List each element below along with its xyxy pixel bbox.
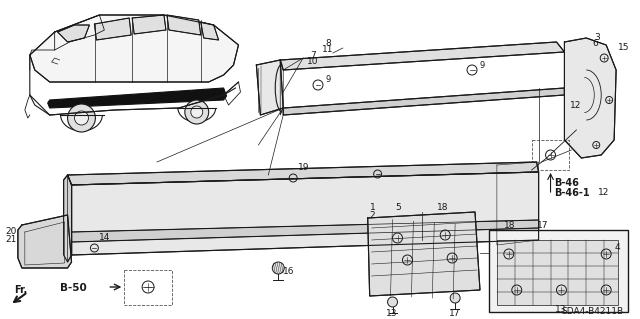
Text: 18: 18 <box>437 203 449 211</box>
Text: 20: 20 <box>5 227 17 236</box>
Text: 17: 17 <box>449 308 461 317</box>
Polygon shape <box>95 18 131 40</box>
Polygon shape <box>63 175 72 262</box>
Polygon shape <box>368 212 480 296</box>
Text: 10: 10 <box>307 56 319 65</box>
Text: 15: 15 <box>618 43 630 53</box>
Polygon shape <box>72 172 539 255</box>
Text: 8: 8 <box>325 40 331 48</box>
Polygon shape <box>132 15 166 34</box>
Text: 9: 9 <box>480 61 485 70</box>
Text: 17: 17 <box>536 221 548 231</box>
Text: 12: 12 <box>598 188 610 197</box>
Polygon shape <box>167 15 201 35</box>
Bar <box>532 140 570 170</box>
Polygon shape <box>497 240 618 305</box>
Text: B-46-1: B-46-1 <box>554 188 590 198</box>
Polygon shape <box>201 22 219 40</box>
Circle shape <box>74 111 88 125</box>
Text: 11: 11 <box>322 46 333 55</box>
Circle shape <box>191 106 203 118</box>
Text: 4: 4 <box>614 243 620 253</box>
Text: 13: 13 <box>385 308 397 317</box>
Text: 13: 13 <box>554 306 566 315</box>
Polygon shape <box>18 215 72 268</box>
Bar <box>124 270 172 305</box>
Text: Fr.: Fr. <box>14 285 27 295</box>
Polygon shape <box>30 15 239 82</box>
Text: 7: 7 <box>310 50 316 60</box>
Text: 18: 18 <box>504 221 515 231</box>
Circle shape <box>450 293 460 303</box>
Circle shape <box>388 297 397 307</box>
Polygon shape <box>257 60 284 115</box>
Polygon shape <box>48 88 227 108</box>
Text: 9: 9 <box>326 76 332 85</box>
Circle shape <box>272 262 284 274</box>
Text: 16: 16 <box>284 268 294 277</box>
Text: 3: 3 <box>595 33 600 41</box>
Text: 5: 5 <box>396 204 401 212</box>
Circle shape <box>68 104 95 132</box>
Polygon shape <box>284 88 564 115</box>
Polygon shape <box>72 220 539 242</box>
Text: 14: 14 <box>99 234 111 242</box>
Text: 21: 21 <box>5 235 17 244</box>
Polygon shape <box>280 42 564 70</box>
Text: 12: 12 <box>570 100 582 109</box>
Text: B-46: B-46 <box>554 178 579 188</box>
Text: 6: 6 <box>592 40 598 48</box>
Polygon shape <box>564 38 616 158</box>
Circle shape <box>185 100 209 124</box>
Polygon shape <box>68 162 539 185</box>
Text: B-50: B-50 <box>60 283 86 293</box>
Text: 2: 2 <box>370 211 375 219</box>
Text: 1: 1 <box>370 203 376 211</box>
Polygon shape <box>58 25 90 42</box>
Text: SDA4-B4211B: SDA4-B4211B <box>561 308 623 316</box>
Text: 19: 19 <box>298 164 310 173</box>
Bar <box>489 230 628 312</box>
